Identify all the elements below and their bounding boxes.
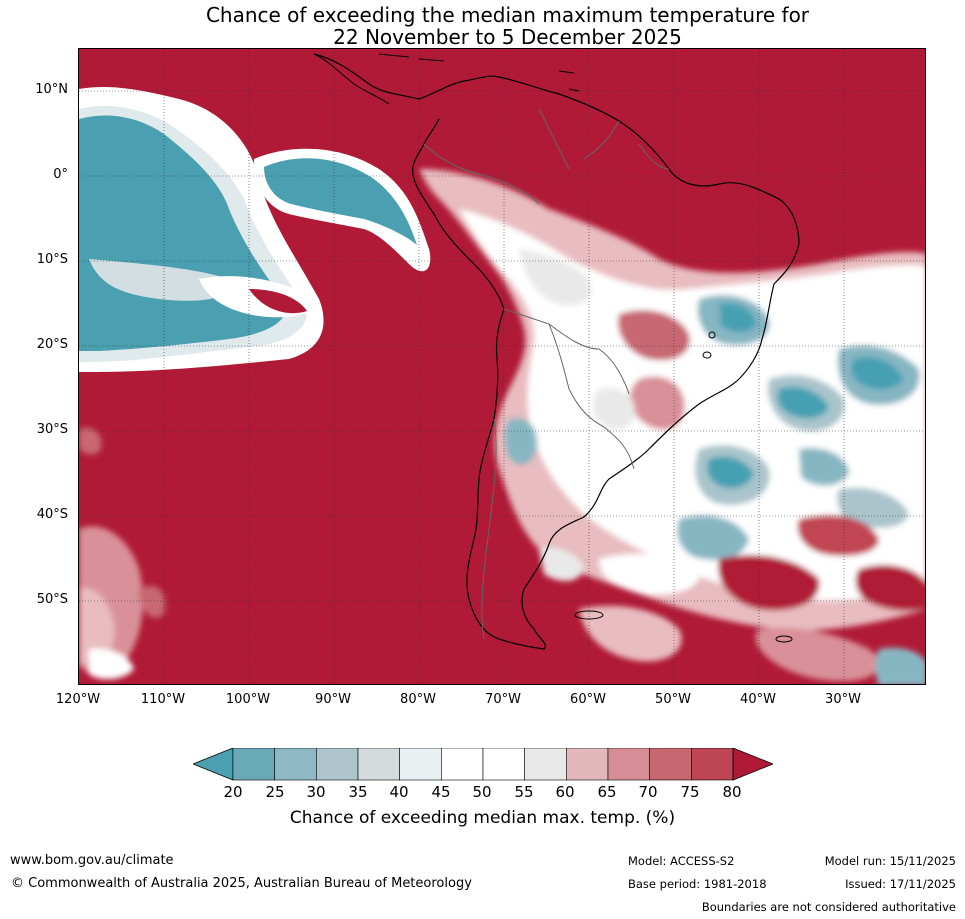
colorbar-low-arrow — [193, 748, 234, 781]
colorbar-tick: 20 — [223, 783, 243, 801]
lon-label-120w: 120°W — [55, 692, 101, 707]
lon-label-100w: 100°W — [225, 692, 271, 707]
map-svg — [79, 49, 925, 684]
colorbar-cell — [316, 748, 359, 781]
colorbar-cell — [649, 748, 692, 781]
colorbar-tick: 65 — [597, 783, 617, 801]
model-text: Model: ACCESS-S2 — [628, 854, 735, 868]
lat-label-10n: 10°N — [35, 82, 68, 97]
lat-label-50s: 50°S — [36, 592, 68, 607]
colorbar-tick: 70 — [638, 783, 658, 801]
website-link[interactable]: www.bom.gov.au/climate — [10, 853, 174, 868]
islands — [574, 331, 793, 643]
colorbar-tick: 50 — [472, 783, 492, 801]
lon-label-70w: 70°W — [485, 692, 521, 707]
colorbar-cell — [566, 748, 609, 781]
graticule — [79, 49, 925, 684]
pacific-cool-region — [79, 87, 431, 372]
colorbar-high-arrow — [732, 748, 773, 781]
country-borders — [423, 108, 670, 640]
lon-label-80w: 80°W — [400, 692, 436, 707]
colorbar-cells — [232, 748, 734, 781]
central-america-coastline — [313, 53, 390, 105]
colorbar-label: Chance of exceeding median max. temp. (%… — [289, 808, 676, 828]
colorbar-tick: 45 — [431, 783, 451, 801]
colorbar-tick: 80 — [722, 783, 742, 801]
lat-label-0: 0° — [53, 167, 68, 182]
lon-label-40w: 40°W — [740, 692, 776, 707]
lat-label-10s: 10°S — [36, 252, 68, 267]
lon-label-30w: 30°W — [825, 692, 861, 707]
base-period-text: Base period: 1981-2018 — [628, 877, 767, 891]
colorbar-cell — [441, 748, 484, 781]
map-title: Chance of exceeding the median maximum t… — [0, 4, 965, 48]
colorbar-cell — [274, 748, 317, 781]
title-line-2: 22 November to 5 December 2025 — [333, 25, 682, 49]
colorbar-tick: 30 — [306, 783, 326, 801]
colorbar-tick: 25 — [265, 783, 285, 801]
colorbar-cell — [524, 748, 567, 781]
copyright-text: © Commonwealth of Australia 2025, Austra… — [11, 876, 472, 891]
model-run-text: Model run: 15/11/2025 — [824, 854, 956, 868]
colorbar-cell — [357, 748, 400, 781]
caribbean-islands — [378, 53, 580, 92]
issued-text: Issued: 17/11/2025 — [845, 877, 956, 891]
colorbar-tick: 40 — [389, 783, 409, 801]
colorbar-tick: 35 — [348, 783, 368, 801]
colorbar-tick: 75 — [680, 783, 700, 801]
lon-label-90w: 90°W — [315, 692, 351, 707]
lon-label-50w: 50°W — [655, 692, 691, 707]
south-america-coastline — [313, 53, 800, 650]
disclaimer-text: Boundaries are not considered authoritat… — [701, 900, 956, 914]
lon-label-60w: 60°W — [570, 692, 606, 707]
colorbar-cell — [607, 748, 650, 781]
southwest-pacific-patches — [79, 427, 166, 680]
colorbar-tick: 60 — [555, 783, 575, 801]
colorbar-cell — [399, 748, 442, 781]
lat-label-40s: 40°S — [36, 507, 68, 522]
colorbar-cell — [691, 748, 734, 781]
colorbar-cell — [482, 748, 525, 781]
lon-label-110w: 110°W — [140, 692, 186, 707]
south-america-interior — [419, 169, 925, 684]
lat-label-20s: 20°S — [36, 337, 68, 352]
colorbar-cell — [232, 748, 275, 781]
probability-map — [78, 48, 926, 685]
colorbar-tick: 55 — [514, 783, 534, 801]
lat-label-30s: 30°S — [36, 422, 68, 437]
colorbar — [193, 748, 773, 781]
title-line-1: Chance of exceeding the median maximum t… — [205, 3, 810, 27]
